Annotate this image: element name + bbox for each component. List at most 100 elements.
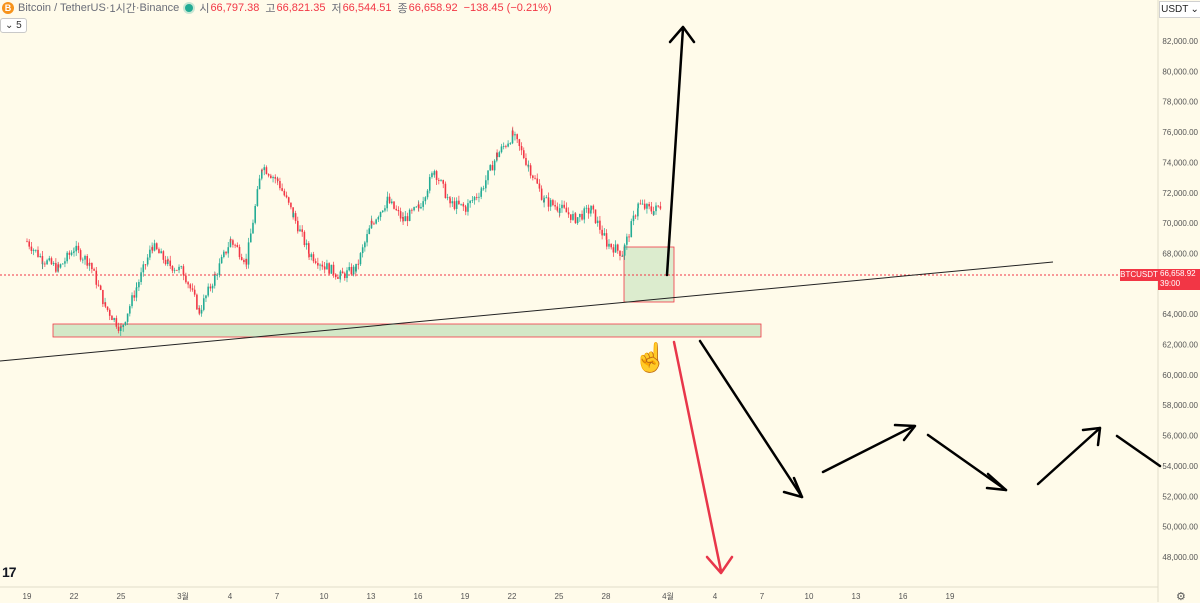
candle-body — [82, 260, 84, 261]
candle-body — [337, 277, 339, 279]
candle-body — [436, 171, 438, 180]
candle-body — [254, 206, 256, 223]
candle-body — [391, 202, 393, 204]
candle-body — [494, 161, 496, 171]
candle-body — [28, 241, 30, 246]
candle-body — [93, 269, 95, 271]
candle-body — [653, 211, 655, 215]
candle-body — [456, 201, 458, 209]
candle-body — [510, 143, 512, 144]
candle-body — [465, 207, 467, 212]
candle-body — [201, 310, 203, 314]
candle-body — [313, 254, 315, 261]
candle-body — [163, 251, 165, 260]
indicators-collapse-button[interactable]: ⌄ 5 — [0, 18, 27, 33]
symbol-name[interactable]: Bitcoin / TetherUS — [18, 2, 106, 14]
candle-body — [116, 318, 118, 327]
candle-body — [613, 247, 615, 252]
candle-body — [628, 237, 630, 238]
candle-body — [304, 232, 306, 245]
low-label: 저 — [331, 0, 341, 16]
candle-body — [563, 205, 565, 208]
candle-body — [644, 204, 646, 209]
candle-body — [91, 263, 93, 269]
candle-body — [138, 282, 140, 287]
tradingview-logo[interactable]: 17 — [2, 564, 16, 580]
candle-body — [328, 263, 330, 274]
symbol-header[interactable]: B Bitcoin / TetherUS · 1시간 · Binance 시 66… — [0, 0, 558, 16]
candle-body — [288, 197, 290, 202]
candle-body — [351, 267, 353, 274]
x-tick-label: 7 — [760, 592, 765, 601]
candle-body — [425, 197, 427, 201]
support-zone[interactable] — [53, 324, 761, 337]
candle-body — [570, 214, 572, 220]
candle-body — [566, 208, 568, 213]
change-value: −138.45 (−0.21%) — [464, 2, 552, 14]
candle-body — [454, 201, 456, 209]
candle-body — [51, 258, 53, 264]
candle-body — [599, 221, 601, 230]
candle-body — [581, 214, 583, 220]
projected-path-arrows[interactable] — [700, 341, 1160, 497]
candle-body — [467, 203, 469, 212]
candle-body — [447, 197, 449, 198]
trend-line[interactable] — [0, 262, 1053, 361]
candle-body — [413, 207, 415, 210]
candle-body — [355, 264, 357, 272]
candle-body — [648, 204, 650, 206]
candle-body — [418, 204, 420, 208]
candle-body — [129, 306, 131, 313]
candle-body — [422, 201, 424, 207]
candle-body — [458, 201, 460, 204]
interval-label[interactable]: 1시간 — [110, 0, 136, 16]
candle-body — [46, 260, 48, 264]
candle-body — [183, 274, 185, 275]
candle-body — [552, 200, 554, 205]
candle-body — [622, 256, 624, 257]
candle-body — [86, 256, 88, 266]
y-tick-label: 52,000.00 — [1162, 492, 1198, 501]
candle-body — [165, 260, 167, 264]
candle-body — [80, 250, 82, 260]
candle-body — [232, 240, 234, 245]
candle-body — [58, 264, 60, 267]
candle-body — [131, 295, 133, 306]
x-tick-label: 16 — [414, 592, 423, 601]
candle-body — [615, 244, 617, 252]
candle-body — [530, 165, 532, 175]
candle-body — [409, 210, 411, 221]
candle-body — [342, 271, 344, 273]
y-tick-label: 50,000.00 — [1162, 523, 1198, 532]
bullish-arrow[interactable] — [667, 27, 694, 275]
candle-body — [44, 264, 46, 265]
candle-body — [331, 265, 333, 274]
candle-body — [127, 314, 129, 322]
candle-body — [655, 206, 657, 212]
currency-selector[interactable]: USDT ⌄ — [1159, 1, 1200, 18]
x-tick-label: 25 — [117, 592, 126, 601]
chevron-down-icon: ⌄ — [5, 20, 16, 31]
x-tick-label: 4 — [713, 592, 718, 601]
gear-icon[interactable]: ⚙ — [1176, 590, 1186, 603]
candle-body — [156, 243, 158, 249]
candle-body — [588, 208, 590, 214]
candle-body — [71, 253, 73, 255]
candle-body — [136, 287, 138, 288]
candle-body — [384, 208, 386, 210]
candle-body — [102, 290, 104, 304]
chevron-down-icon: ⌄ — [1191, 4, 1199, 15]
candle-body — [241, 257, 243, 260]
candle-body — [109, 310, 111, 316]
candle-body — [635, 216, 637, 217]
candle-body — [133, 295, 135, 297]
bar-countdown: 39:00 — [1160, 279, 1200, 289]
candle-body — [147, 258, 149, 265]
candle-body — [579, 214, 581, 217]
candle-body — [279, 181, 281, 188]
candle-body — [427, 191, 429, 198]
candle-body — [546, 197, 548, 198]
candle-body — [306, 243, 308, 245]
x-tick-label: 22 — [70, 592, 79, 601]
